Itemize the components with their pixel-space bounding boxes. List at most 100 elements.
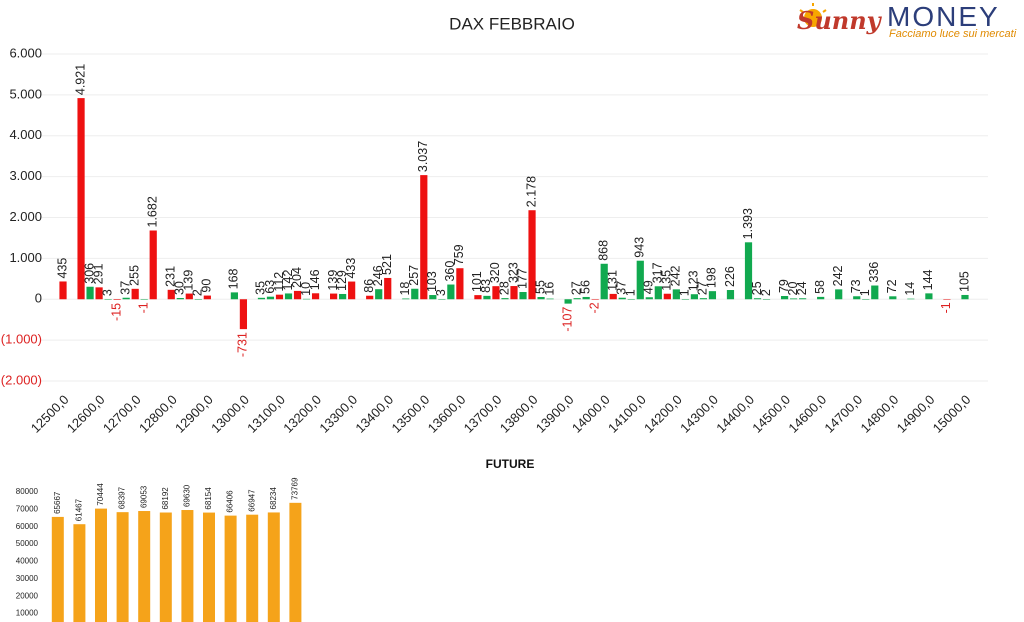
- bar: [564, 299, 572, 304]
- bar: [339, 293, 347, 300]
- data-label: 79: [777, 279, 791, 293]
- bar: [699, 298, 708, 300]
- data-label: 105: [957, 271, 971, 292]
- x-tick-label: 13500,0: [389, 392, 433, 436]
- data-label: 242: [831, 265, 845, 286]
- data-label: 37: [118, 281, 132, 295]
- x-tick-label: 13600,0: [425, 392, 469, 436]
- bar: [138, 511, 151, 622]
- bar: [113, 299, 121, 300]
- y-tick-label: 70000: [16, 504, 39, 513]
- bar: [618, 297, 626, 300]
- bar: [591, 299, 599, 300]
- logo: Sunny MONEY Facciamo luce sui mercati: [795, 1, 1023, 42]
- x-tick-label: 12600,0: [64, 392, 108, 436]
- bar: [528, 210, 536, 300]
- bar: [438, 299, 446, 300]
- data-label: 69630: [183, 484, 192, 507]
- data-label: 103: [425, 271, 439, 292]
- bar: [95, 508, 107, 622]
- bar: [790, 298, 798, 300]
- data-label: 336: [867, 262, 881, 283]
- x-tick-label: 13700,0: [461, 392, 505, 436]
- data-label: 435: [55, 258, 69, 279]
- logo-brand: Sunny: [797, 6, 881, 35]
- data-label: 18: [398, 282, 412, 296]
- bar: [573, 298, 581, 300]
- data-label: 320: [488, 262, 502, 283]
- bar: [799, 298, 807, 300]
- data-label: 135: [660, 270, 674, 291]
- bar: [501, 298, 509, 300]
- bar: [246, 514, 259, 622]
- data-label: 323: [506, 262, 520, 283]
- data-label: 3.037: [416, 141, 430, 172]
- data-label: 198: [705, 267, 719, 288]
- data-label: 24: [795, 281, 809, 295]
- data-label: 131: [606, 270, 620, 291]
- data-label: 101: [470, 271, 484, 292]
- x-tick-label: 13900,0: [533, 392, 577, 436]
- x-tick-label: 14900,0: [894, 392, 938, 436]
- data-label: 129: [335, 270, 349, 291]
- bar: [203, 512, 215, 622]
- data-label: 30: [173, 281, 187, 295]
- x-tick-label: 14300,0: [677, 392, 721, 436]
- data-label: 10: [299, 282, 313, 296]
- data-label: -2: [587, 302, 601, 313]
- data-label: 27: [696, 281, 710, 295]
- data-label: 56: [578, 280, 592, 294]
- y-tick-label: 6.000: [9, 45, 42, 60]
- bar: [257, 297, 266, 300]
- x-tick-label: 13400,0: [352, 392, 396, 436]
- data-label: 1.393: [741, 208, 755, 239]
- bar: [122, 297, 130, 300]
- data-label: 3: [100, 289, 114, 296]
- x-tick-label: 12500,0: [28, 392, 72, 436]
- bar: [51, 516, 64, 622]
- bar: [744, 242, 753, 300]
- data-label: 1: [624, 289, 638, 296]
- y-tick-label: 4.000: [9, 127, 42, 142]
- bar: [871, 285, 879, 300]
- data-label: 257: [407, 265, 421, 286]
- bar: [302, 298, 311, 300]
- data-label: 68234: [269, 487, 278, 510]
- bar: [348, 281, 356, 300]
- data-label: 70444: [96, 483, 105, 506]
- x-tick-label: 14700,0: [821, 392, 865, 436]
- bar: [366, 295, 374, 300]
- y-tick-label: (2.000): [1, 372, 42, 387]
- data-label: 204: [290, 267, 304, 288]
- bar: [907, 298, 915, 300]
- bar: [429, 295, 437, 300]
- data-label: 16: [542, 282, 556, 296]
- data-label: 242: [669, 265, 683, 286]
- bar: [420, 175, 428, 300]
- data-label: 168: [227, 268, 241, 289]
- data-label: 291: [91, 263, 105, 284]
- data-label: 255: [127, 265, 141, 286]
- data-label: 142: [281, 270, 295, 291]
- bar: [483, 295, 491, 300]
- bar: [681, 299, 689, 300]
- bar: [275, 294, 284, 300]
- data-label: -1: [136, 302, 150, 313]
- y-tick-label: 10000: [16, 609, 39, 618]
- x-tick-label: 13200,0: [280, 392, 324, 436]
- data-label: 73769: [291, 477, 300, 500]
- bar: [311, 293, 320, 300]
- bar: [582, 296, 590, 300]
- bar: [167, 289, 175, 300]
- bar: [817, 296, 825, 300]
- bar: [267, 512, 280, 622]
- y-tick-label: 3.000: [9, 168, 42, 183]
- x-tick-label: 14200,0: [641, 392, 685, 436]
- y-tick-label: 0: [35, 291, 42, 306]
- data-label: 4.921: [73, 64, 87, 95]
- bar: [753, 298, 762, 300]
- x-tick-label: 13800,0: [497, 392, 541, 436]
- data-label: 66947: [247, 489, 256, 512]
- bar: [925, 293, 933, 300]
